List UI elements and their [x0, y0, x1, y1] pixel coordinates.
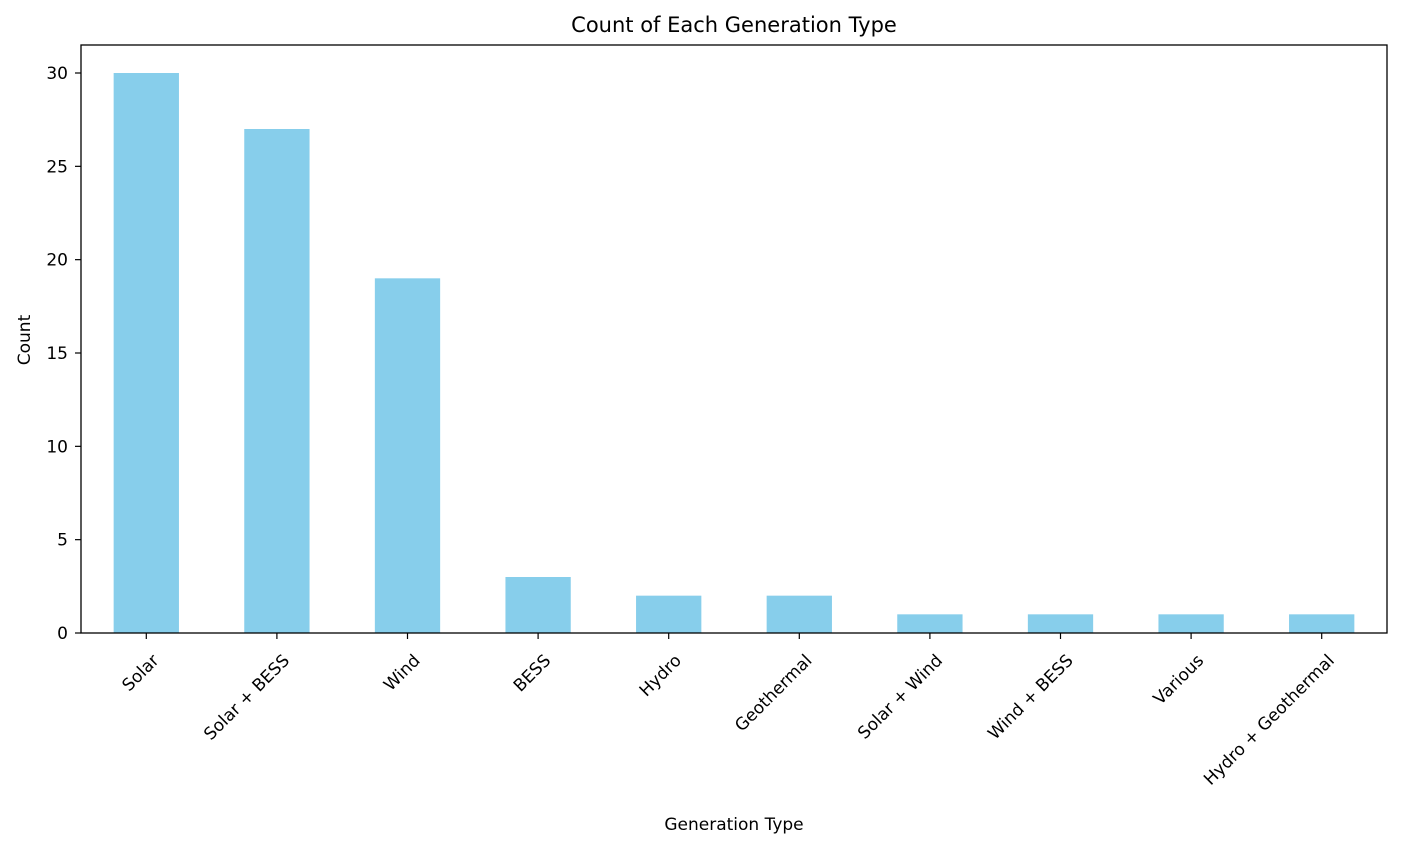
- y-tick-label: 10: [46, 437, 68, 457]
- bar-bess: [505, 577, 571, 633]
- y-axis-label: Count: [15, 314, 35, 365]
- y-tick-label: 30: [46, 64, 68, 84]
- y-axis: 0 5 10 15 20 25 30: [46, 64, 81, 644]
- bar-solar-wind: [897, 614, 963, 633]
- bar-solar: [113, 73, 179, 633]
- chart-title: Count of Each Generation Type: [571, 13, 897, 37]
- x-tick-label: Solar + BESS: [200, 651, 294, 745]
- y-tick-label: 25: [46, 157, 68, 177]
- x-tick-label: Hydro + Geothermal: [1200, 651, 1339, 790]
- bar-hydro-geothermal: [1289, 614, 1355, 633]
- y-tick-label: 20: [46, 251, 68, 271]
- bar-various: [1158, 614, 1224, 633]
- y-tick-label: 15: [46, 344, 68, 364]
- bar-geothermal: [766, 595, 832, 633]
- bar-hydro: [636, 595, 702, 633]
- y-tick-label: 0: [57, 624, 68, 644]
- x-tick-label: Wind + BESS: [984, 651, 1077, 744]
- x-tick-label: Wind: [380, 651, 424, 695]
- x-axis-label: Generation Type: [664, 815, 803, 835]
- x-axis: Solar Solar + BESS Wind BESS Hydro Geothermal…: [119, 633, 1339, 789]
- bar-wind-bess: [1027, 614, 1094, 633]
- y-tick-label: 5: [57, 531, 68, 551]
- x-tick-label: Solar + Wind: [854, 651, 947, 744]
- x-tick-label: Geothermal: [731, 651, 816, 736]
- x-tick-label: BESS: [510, 651, 555, 696]
- x-tick-label: Solar: [119, 651, 164, 696]
- x-tick-label: Various: [1150, 651, 1208, 709]
- plot-frame: [80, 44, 1388, 634]
- bars-group: [113, 73, 1355, 633]
- x-tick-label: Hydro: [636, 651, 686, 701]
- bar-solar-bess: [244, 129, 310, 633]
- bar-wind: [374, 278, 441, 633]
